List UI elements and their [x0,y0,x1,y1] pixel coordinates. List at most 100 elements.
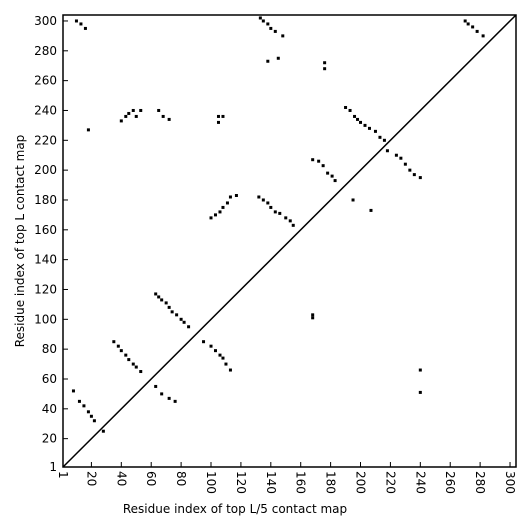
x-axis-title: Residue index of top L/5 contact map [123,502,347,516]
contact-point [218,353,222,357]
contact-point [351,198,355,202]
contact-point [408,168,412,172]
contact-point [317,159,321,163]
contact-point [116,344,120,348]
contact-point [164,301,168,305]
contact-point [92,419,96,423]
contact-point [363,123,367,127]
contact-point [234,194,238,198]
contact-point [77,399,81,403]
contact-point [344,105,348,109]
contact-point [323,67,327,71]
contact-point [213,349,217,353]
x-tick-label: 300 [503,471,517,494]
x-tick-label: 100 [204,471,218,494]
contact-point [221,356,225,360]
y-tick-label: 40 [42,402,57,416]
contact-point [167,396,171,400]
contact-point [139,108,143,112]
contact-point [221,205,225,209]
contact-point [182,320,186,324]
contact-point [261,19,265,23]
contact-point [399,156,403,160]
contact-point [333,179,337,183]
contact-point [119,349,123,353]
contact-point [119,119,123,123]
contact-point [382,138,386,142]
contact-point [79,22,83,26]
contact-point [167,117,171,121]
contact-point [269,205,273,209]
contact-point [266,59,270,63]
x-tick-label: 260 [443,471,457,494]
contact-point [139,370,143,374]
y-tick-label: 80 [42,342,57,356]
contact-point [311,316,315,320]
contact-point [71,389,75,393]
contact-point [266,22,270,26]
x-tick-label: 80 [174,471,188,486]
contact-point [288,219,292,223]
x-tick-label: 1 [56,471,70,479]
contact-point [216,114,220,118]
y-tick-label: 200 [34,163,57,177]
y-tick-label: 240 [34,103,57,117]
x-tick-label: 120 [234,471,248,494]
contact-point [157,295,161,299]
contact-point [471,25,475,29]
y-tick-label: 280 [34,44,57,58]
contact-point [228,368,232,372]
contact-point [326,171,330,175]
x-tick-label: 160 [294,471,308,494]
y-tick-label: 220 [34,133,57,147]
contact-point [257,195,261,199]
contact-point [167,305,171,309]
diagonal [62,14,517,468]
x-tick-label: 200 [354,471,368,494]
contact-point [202,340,206,344]
contact-point [134,365,138,369]
contact-point [112,340,116,344]
y-axis-title: Residue index of top L contact map [13,135,27,348]
contact-point [291,223,295,227]
contact-point [418,368,422,372]
y-tick-label: 300 [34,14,57,28]
contact-point [311,313,315,317]
contact-point [278,211,282,215]
contact-point [187,325,191,329]
y-tick-label: 60 [42,372,57,386]
contact-point [179,317,183,321]
contact-point [385,149,389,153]
contact-point [466,22,470,26]
contact-point [131,108,135,112]
contact-point [311,158,315,162]
contact-point [86,128,90,132]
y-tick-label: 260 [34,74,57,88]
contact-point [276,56,280,60]
contact-point [348,108,352,112]
contact-point [378,135,382,139]
contact-point [269,26,273,30]
contact-point [321,164,325,168]
contact-point [209,344,213,348]
contact-point [154,384,158,388]
contact-point [82,404,86,408]
contact-point [367,126,371,130]
contact-point [330,174,334,178]
x-tick-label: 240 [413,471,427,494]
contact-point [323,61,327,65]
x-tick-label: 220 [383,471,397,494]
y-tick-label: 160 [34,223,57,237]
contact-point [481,34,485,38]
contact-point [353,114,357,118]
contact-point [134,114,138,118]
contact-point [261,198,265,202]
contact-point [403,162,407,166]
contact-point [173,399,177,403]
contact-point [258,16,262,20]
contact-point [356,117,360,121]
y-tick-label: 20 [42,432,57,446]
plot-frame [62,14,517,468]
contact-point [228,195,232,199]
